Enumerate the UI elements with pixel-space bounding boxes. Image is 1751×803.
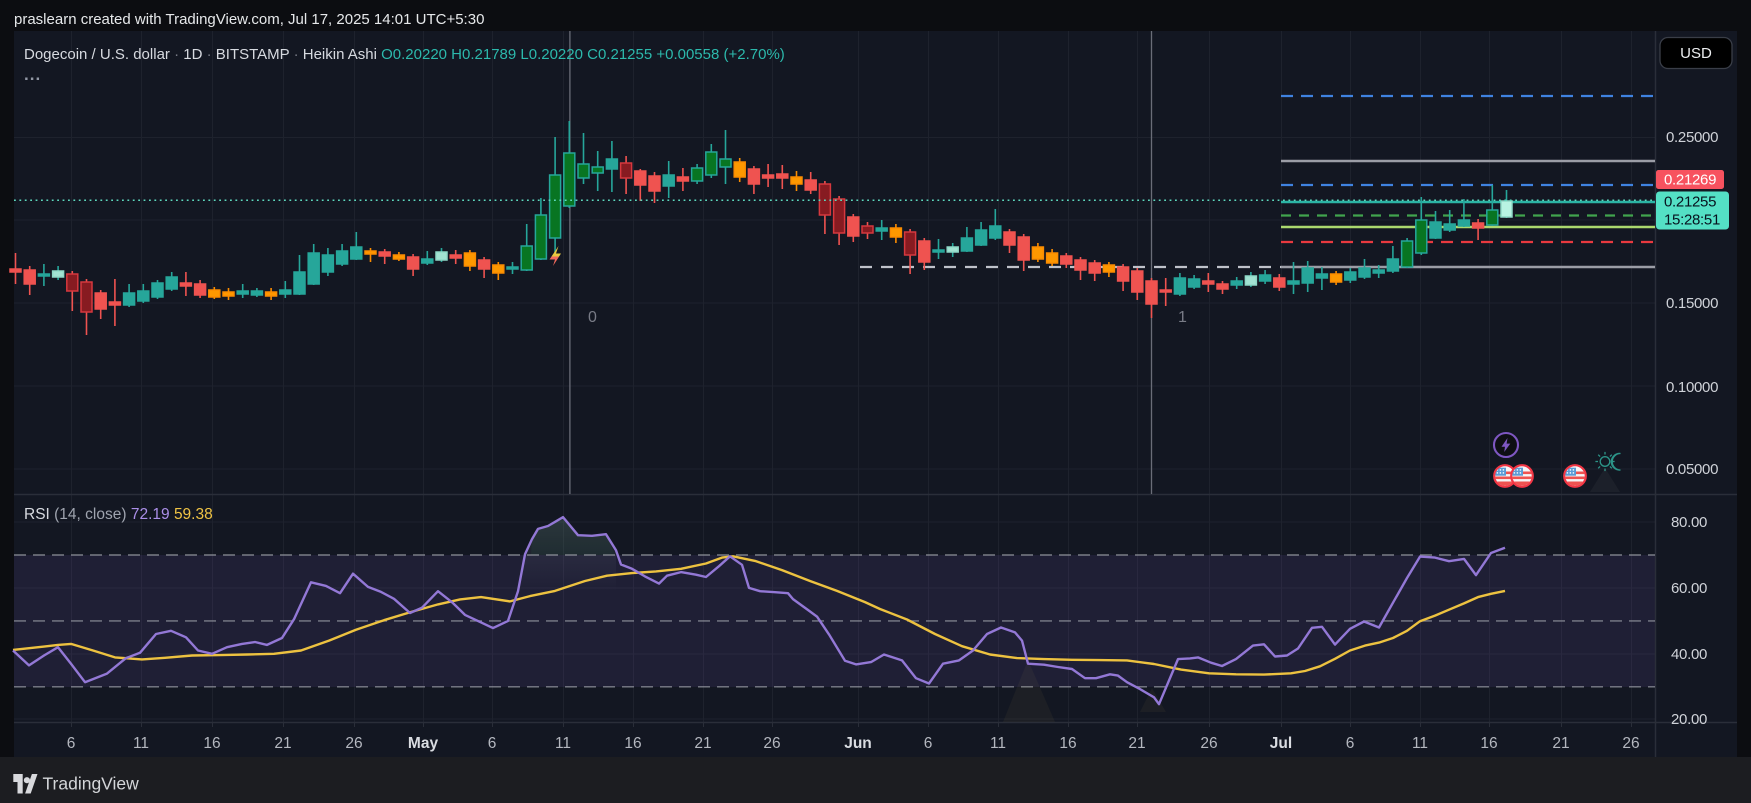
svg-text:21: 21 xyxy=(1552,735,1569,752)
svg-text:0.10000: 0.10000 xyxy=(1666,379,1718,396)
svg-text:11: 11 xyxy=(1412,735,1428,752)
svg-text:26: 26 xyxy=(763,735,780,752)
svg-text:0.05000: 0.05000 xyxy=(1666,461,1718,478)
svg-text:26: 26 xyxy=(345,735,362,752)
svg-text:Jul: Jul xyxy=(1270,735,1292,752)
svg-text:6: 6 xyxy=(924,735,933,752)
svg-text:praslearn created with Trading: praslearn created with TradingView.com, … xyxy=(14,11,484,28)
svg-text:0: 0 xyxy=(588,309,597,326)
svg-text:0.15000: 0.15000 xyxy=(1666,295,1718,312)
svg-text:May: May xyxy=(408,735,439,752)
svg-text:11: 11 xyxy=(555,735,571,752)
svg-text:11: 11 xyxy=(990,735,1006,752)
svg-text:11: 11 xyxy=(133,735,149,752)
svg-text:6: 6 xyxy=(488,735,497,752)
svg-text:80.00: 80.00 xyxy=(1671,514,1707,531)
svg-text:0.21269: 0.21269 xyxy=(1664,172,1716,189)
svg-text:21: 21 xyxy=(694,735,711,752)
svg-text:26: 26 xyxy=(1622,735,1639,752)
svg-text:USD: USD xyxy=(1680,45,1712,62)
svg-text:Jun: Jun xyxy=(844,735,872,752)
svg-text:16: 16 xyxy=(1059,735,1076,752)
svg-text:Dogecoin / U.S. dollar · 1D ·: Dogecoin / U.S. dollar · 1D · BITSTAMP ·… xyxy=(24,46,785,63)
svg-text:1: 1 xyxy=(1178,309,1187,326)
svg-text:16: 16 xyxy=(1480,735,1497,752)
svg-text:20.00: 20.00 xyxy=(1671,711,1707,728)
svg-text:RSI (14, close) 72.19 59.38: RSI (14, close) 72.19 59.38 xyxy=(24,506,213,523)
svg-text:21: 21 xyxy=(274,735,291,752)
svg-text:26: 26 xyxy=(1200,735,1217,752)
svg-text:40.00: 40.00 xyxy=(1671,646,1707,663)
svg-text:...: ... xyxy=(24,65,41,84)
svg-text:16: 16 xyxy=(624,735,641,752)
svg-text:0.25000: 0.25000 xyxy=(1666,129,1718,146)
svg-text:6: 6 xyxy=(1346,735,1355,752)
svg-text:21: 21 xyxy=(1128,735,1145,752)
svg-text:60.00: 60.00 xyxy=(1671,580,1707,597)
svg-text:15:28:51: 15:28:51 xyxy=(1664,212,1720,229)
svg-text:16: 16 xyxy=(203,735,220,752)
svg-text:6: 6 xyxy=(67,735,76,752)
svg-text:0.21255: 0.21255 xyxy=(1664,194,1716,211)
svg-text:TradingView: TradingView xyxy=(43,774,140,794)
